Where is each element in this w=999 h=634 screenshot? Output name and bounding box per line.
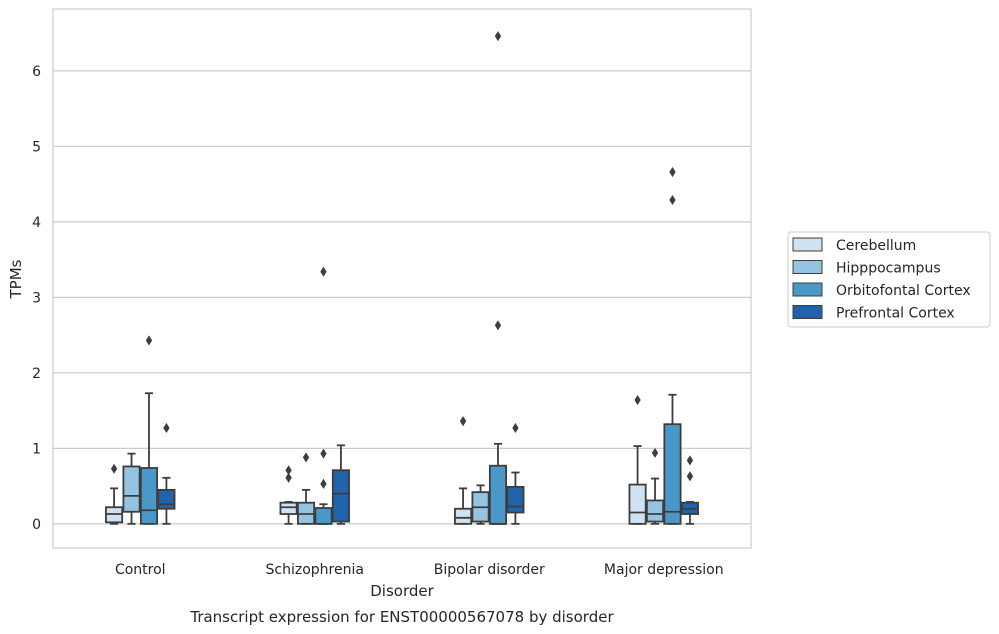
box-hipppocampus bbox=[646, 447, 665, 525]
outlier-point bbox=[145, 335, 153, 346]
outlier-point bbox=[302, 452, 310, 463]
box-orbitofontal-cortex bbox=[488, 31, 508, 525]
y-tick-label: 0 bbox=[32, 517, 41, 533]
outlier-point bbox=[686, 471, 694, 482]
box-hipppocampus bbox=[296, 452, 316, 525]
legend-frame bbox=[787, 231, 991, 328]
iqr-box bbox=[663, 423, 682, 525]
y-tick-label: 4 bbox=[32, 215, 41, 231]
box-prefrontal-cortex bbox=[680, 455, 699, 525]
iqr-box bbox=[314, 507, 333, 525]
legend-label: Orbitofontal Cortex bbox=[836, 283, 971, 299]
legend-swatch bbox=[792, 260, 823, 274]
x-tick-label: Schizophrenia bbox=[266, 562, 364, 578]
y-axis-title: TPMs bbox=[7, 259, 25, 299]
outlier-point bbox=[494, 320, 502, 331]
iqr-box bbox=[488, 464, 508, 525]
outlier-point bbox=[512, 422, 519, 434]
grid-lines bbox=[53, 70, 751, 525]
box-orbitofontal-cortex bbox=[314, 266, 333, 525]
outlier-point bbox=[634, 394, 641, 406]
outlier-point bbox=[494, 31, 502, 42]
y-tick-label: 5 bbox=[32, 139, 41, 155]
iqr-box bbox=[279, 501, 298, 515]
legend-swatch bbox=[792, 305, 823, 319]
outlier-point bbox=[651, 447, 659, 458]
outlier-point bbox=[669, 194, 676, 206]
outlier-point bbox=[686, 455, 694, 466]
box-cerebellum bbox=[454, 416, 473, 525]
y-tick-labels: 0 1 2 3 4 5 6 bbox=[32, 64, 41, 533]
outlier-point bbox=[163, 422, 170, 434]
box-hipppocampus bbox=[471, 484, 490, 525]
outlier-point bbox=[285, 465, 292, 476]
box-cerebellum bbox=[279, 465, 298, 525]
iqr-box bbox=[122, 465, 141, 513]
box-cerebellum bbox=[628, 394, 647, 525]
box-hipppocampus bbox=[122, 452, 141, 525]
box-prefrontal-cortex bbox=[506, 422, 525, 525]
x-tick-labels: Control Schizophrenia Bipolar disorder Majo… bbox=[115, 562, 724, 578]
outlier-point bbox=[320, 478, 327, 489]
box-prefrontal-cortex bbox=[157, 422, 176, 525]
box-groups bbox=[105, 31, 699, 525]
outlier-point bbox=[669, 167, 676, 178]
iqr-box bbox=[454, 507, 473, 525]
iqr-box bbox=[331, 469, 350, 523]
iqr-box bbox=[139, 467, 159, 525]
x-tick-label: Bipolar disorder bbox=[434, 562, 545, 578]
legend-label: Prefrontal Cortex bbox=[836, 306, 955, 322]
legend-label: Hipppocampus bbox=[836, 261, 941, 277]
chart-caption: Transcript expression for ENST0000056707… bbox=[189, 608, 614, 626]
iqr-box bbox=[506, 485, 525, 514]
outlier-point bbox=[459, 416, 467, 427]
x-axis-title: Disorder bbox=[370, 582, 434, 600]
y-tick-label: 2 bbox=[32, 366, 41, 382]
y-tick-label: 3 bbox=[32, 290, 41, 306]
legend-label: Cerebellum bbox=[836, 238, 916, 254]
legend-swatch bbox=[792, 237, 823, 252]
legend: Cerebellum Hipppocampus Orbitofontal Corte… bbox=[787, 231, 991, 328]
x-tick-label: Control bbox=[115, 562, 166, 578]
outlier-point bbox=[320, 266, 327, 277]
box-prefrontal-cortex bbox=[331, 444, 350, 525]
y-tick-label: 1 bbox=[32, 441, 41, 457]
iqr-box bbox=[646, 499, 665, 523]
box-orbitofontal-cortex bbox=[663, 167, 682, 525]
outlier-point bbox=[285, 472, 292, 483]
outlier-point bbox=[320, 448, 327, 459]
box-cerebellum bbox=[105, 463, 124, 525]
box-orbitofontal-cortex bbox=[139, 335, 159, 525]
legend-swatch bbox=[792, 282, 823, 297]
iqr-box bbox=[157, 488, 176, 510]
plot-frame bbox=[52, 8, 752, 549]
x-tick-label: Major depression bbox=[604, 562, 724, 578]
outlier-point bbox=[110, 463, 118, 474]
iqr-box bbox=[628, 483, 647, 525]
y-tick-label: 6 bbox=[32, 64, 41, 80]
